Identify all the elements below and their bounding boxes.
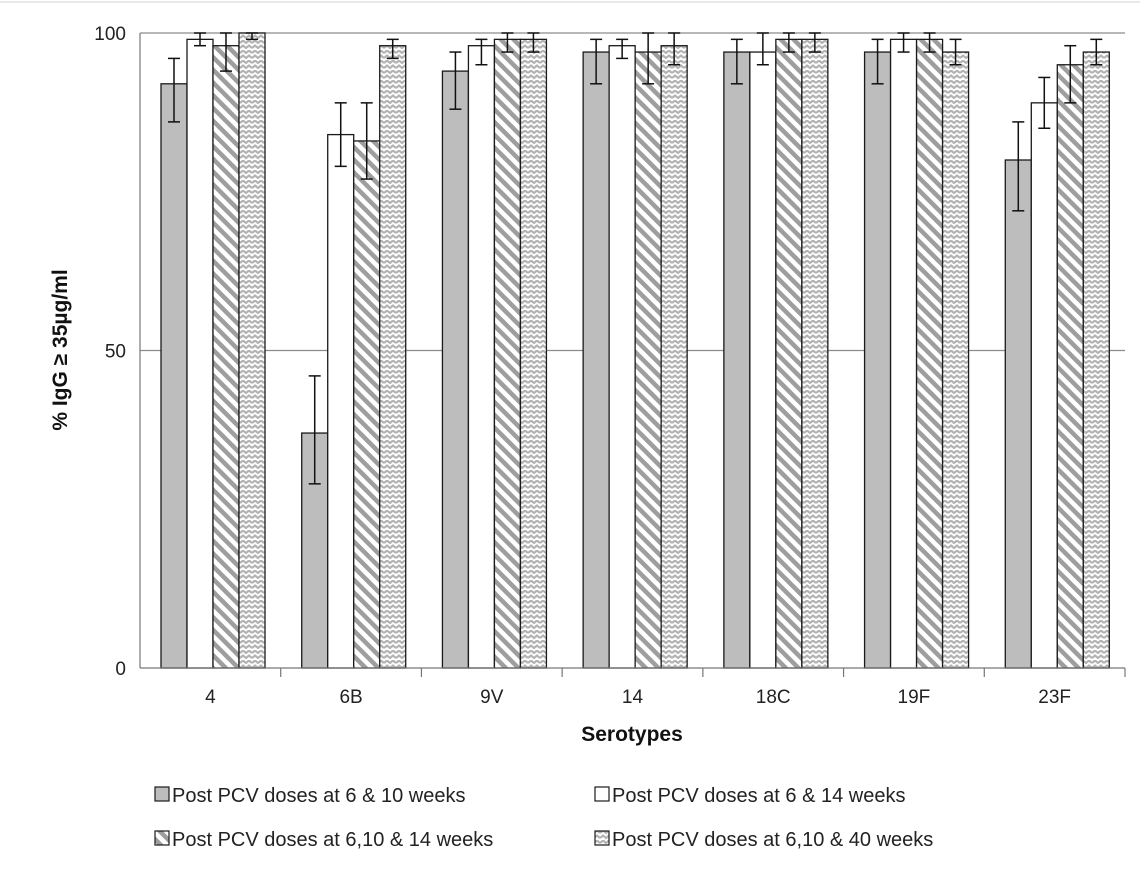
legend-label: Post PCV doses at 6 & 14 weeks — [612, 785, 906, 807]
bar — [634, 51, 662, 669]
bar — [1030, 102, 1058, 669]
bar — [608, 45, 636, 669]
x-tick-label: 9V — [480, 687, 504, 708]
x-tick-label: 14 — [622, 687, 644, 708]
legend-item: Post PCV doses at 6,10 & 40 weeks — [594, 829, 933, 851]
bar — [775, 38, 803, 669]
bar — [519, 38, 548, 669]
legend-swatch — [154, 786, 170, 802]
bar — [801, 38, 829, 669]
axes — [139, 33, 1126, 677]
bar — [749, 51, 777, 669]
legend: Post PCV doses at 6 & 10 weeks Post PCV d… — [154, 785, 933, 851]
bar — [467, 45, 496, 669]
y-tick-label: 0 — [115, 659, 126, 680]
bar — [441, 70, 470, 669]
x-axis-ticks: 4 6B 9V 14 18C 19F 23F — [205, 687, 1071, 708]
legend-label: Post PCV doses at 6 & 10 weeks — [172, 785, 466, 807]
bar — [186, 38, 214, 669]
bar — [353, 140, 381, 669]
bar — [660, 45, 688, 669]
bar — [863, 51, 892, 669]
y-tick-label: 50 — [105, 342, 126, 363]
legend-item: Post PCV doses at 6,10 & 14 weeks — [154, 829, 493, 851]
x-tick-label: 23F — [1038, 687, 1071, 708]
bar — [915, 38, 944, 669]
x-axis-title: Serotypes — [581, 723, 683, 746]
bar — [889, 38, 918, 669]
bar — [493, 38, 522, 669]
bar — [723, 51, 751, 669]
bar — [160, 83, 188, 669]
bar — [238, 32, 266, 669]
bar — [1004, 159, 1032, 669]
bar — [941, 51, 970, 669]
y-tick-label: 100 — [94, 24, 126, 45]
legend-label: Post PCV doses at 6,10 & 40 weeks — [612, 829, 933, 851]
legend-swatch — [594, 830, 610, 846]
bar — [582, 51, 610, 669]
legend-label: Post PCV doses at 6,10 & 14 weeks — [172, 829, 493, 851]
bars — [160, 32, 1110, 669]
bar — [1056, 64, 1084, 669]
x-tick-label: 19F — [898, 687, 931, 708]
bar — [212, 45, 240, 669]
legend-swatch — [154, 830, 170, 846]
x-tick-label: 6B — [339, 687, 362, 708]
legend-item: Post PCV doses at 6 & 10 weeks — [154, 785, 466, 807]
bar — [327, 133, 355, 669]
legend-swatch — [594, 786, 610, 802]
y-axis-ticks: 0 50 100 — [94, 24, 126, 680]
legend-item: Post PCV doses at 6 & 14 weeks — [594, 785, 906, 807]
x-tick-label: 4 — [205, 687, 216, 708]
error-bars — [168, 32, 1103, 485]
y-axis-title: % IgG ≥ 35µg/ml — [49, 269, 72, 430]
bar — [379, 45, 407, 669]
x-tick-label: 18C — [756, 687, 791, 708]
bar — [1082, 51, 1110, 669]
